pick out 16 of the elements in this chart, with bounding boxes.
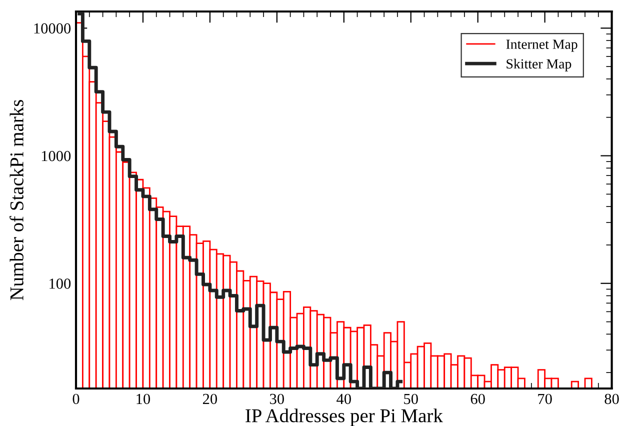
x-axis-title: IP Addresses per Pi Mark [246, 408, 443, 426]
x-tick-label: 40 [336, 394, 351, 404]
y-tick-label: 1000 [42, 150, 71, 162]
legend-label: Internet Map [506, 40, 578, 52]
x-tick-label: 20 [202, 394, 218, 404]
x-tick-label: 30 [270, 394, 284, 404]
y-axis-title: Number of StackPi marks [10, 100, 24, 300]
y-tick-label: 100 [50, 278, 71, 289]
x-tick-label: 80 [604, 394, 619, 404]
x-tick-label: 50 [404, 394, 418, 404]
x-tick-label: 70 [538, 394, 552, 404]
x-tick-label: 10 [136, 394, 150, 404]
legend-label: Skitter Map [506, 58, 572, 72]
y-tick-label: 10000 [34, 23, 71, 34]
x-tick-label: 0 [72, 394, 80, 404]
x-tick-label: 60 [470, 394, 485, 404]
